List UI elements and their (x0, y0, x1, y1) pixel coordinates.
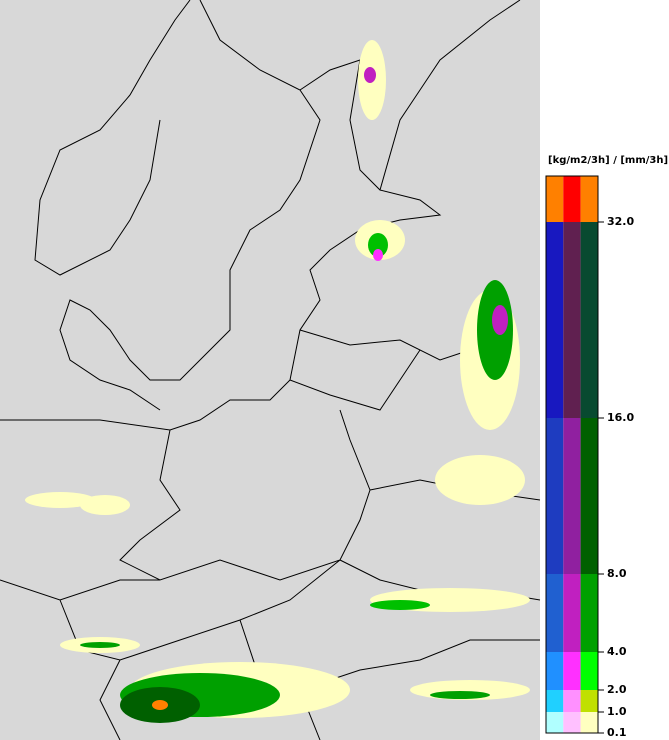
rain-area (80, 642, 120, 648)
rain-area (435, 455, 525, 505)
mixed-area (492, 305, 508, 335)
legend-swatch (546, 690, 564, 712)
legend-swatch (546, 222, 564, 418)
legend-swatch (546, 712, 564, 733)
legend-swatch (546, 574, 564, 652)
legend-level-label: 8.0 (607, 567, 627, 580)
rain-area (430, 691, 490, 699)
rain-area (370, 600, 430, 610)
map (0, 0, 541, 740)
heavy-area (152, 700, 168, 710)
legend-swatch (563, 418, 581, 574)
legend-frame (545, 175, 599, 734)
legend-swatch (580, 222, 598, 418)
legend-swatch (546, 418, 564, 574)
rain-area (25, 492, 95, 508)
legend-level-label: 1.0 (607, 705, 627, 718)
mixed-area (373, 249, 383, 261)
legend-swatch (546, 176, 564, 222)
legend-swatch (580, 652, 598, 690)
legend-swatch (563, 574, 581, 652)
legend-swatch (563, 690, 581, 712)
precipitation (25, 40, 530, 723)
legend-swatch (580, 418, 598, 574)
legend-swatch (580, 574, 598, 652)
legend-level-label: 4.0 (607, 645, 627, 658)
legend-level-label: 2.0 (607, 683, 627, 696)
legend-swatch (580, 712, 598, 733)
legend-swatch (563, 652, 581, 690)
legend-swatch (563, 712, 581, 733)
mixed-area (364, 67, 376, 83)
legend-swatch (546, 652, 564, 690)
legend-swatch (563, 222, 581, 418)
legend: [kg/m2/3h] / [mm/3h] 32.0 16.0 8.0 4.0 2.0 1.… (545, 155, 668, 739)
rain-area (368, 233, 388, 257)
map-background (0, 0, 540, 740)
legend-swatch (580, 690, 598, 712)
legend-level-label: 32.0 (607, 215, 634, 228)
coastlines (0, 0, 521, 431)
legend-swatch (563, 176, 581, 222)
legend-level-label: 16.0 (607, 411, 634, 424)
rain-area (80, 495, 130, 515)
legend-swatch (580, 176, 598, 222)
legend-level-label: 0.1 (607, 726, 627, 739)
legend-unit: [kg/m2/3h] / [mm/3h] (548, 155, 668, 166)
